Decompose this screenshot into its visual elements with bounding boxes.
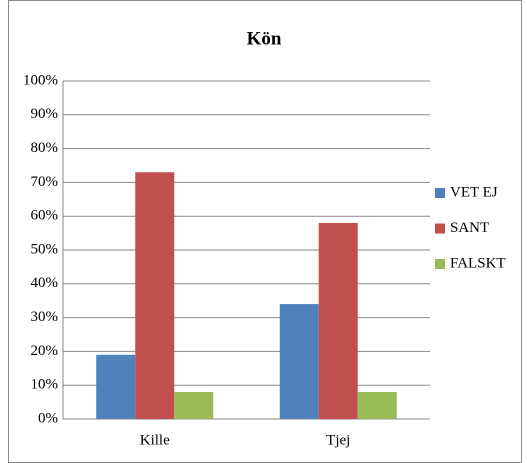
bar [357,391,397,419]
bar [96,354,136,419]
x-tick-label: Tjej [326,432,350,448]
y-tick-label: 30% [31,309,59,325]
legend-label: VET EJ [450,184,498,200]
legend-label: FALSKT [450,255,506,271]
y-tick-label: 20% [31,343,59,359]
bar [279,304,319,419]
y-tick-label: 50% [31,241,59,257]
bar [318,222,358,419]
y-tick-label: 100% [23,72,58,88]
y-tick-label: 60% [31,208,59,224]
legend-swatch [435,188,445,198]
y-tick-label: 10% [31,377,59,393]
legend-label: SANT [450,220,489,236]
bar [174,391,214,419]
y-tick-label: 70% [31,174,59,190]
y-tick-label: 0% [38,410,58,426]
y-tick-label: 40% [31,275,59,291]
legend-swatch [435,223,445,234]
x-tick-label: Kille [140,432,170,448]
y-tick-label: 80% [31,140,59,156]
legend-swatch [435,259,445,269]
bar [135,172,175,419]
chart-title: Kön [247,28,282,49]
y-tick-label: 90% [31,106,59,122]
